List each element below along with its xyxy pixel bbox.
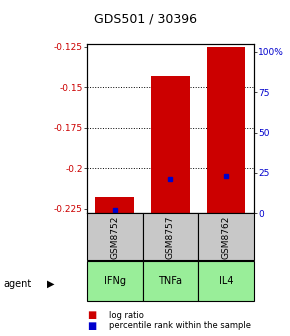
Text: log ratio: log ratio [109, 311, 144, 320]
Text: ■: ■ [87, 321, 96, 331]
Bar [143, 261, 198, 301]
Bar [95, 197, 134, 213]
Bar [143, 213, 198, 260]
Text: TNFa: TNFa [158, 276, 182, 286]
Text: percentile rank within the sample: percentile rank within the sample [109, 322, 251, 330]
Text: GDS501 / 30396: GDS501 / 30396 [93, 13, 197, 26]
Bar [87, 261, 143, 301]
Text: GSM8752: GSM8752 [110, 215, 119, 259]
Bar [198, 213, 254, 260]
Text: ■: ■ [87, 310, 96, 320]
Text: GSM8762: GSM8762 [222, 215, 231, 259]
Bar [151, 76, 190, 213]
Text: IFNg: IFNg [104, 276, 126, 286]
Text: IL4: IL4 [219, 276, 233, 286]
Text: ▶: ▶ [47, 279, 55, 289]
Bar [87, 213, 143, 260]
Bar [198, 261, 254, 301]
Text: GSM8757: GSM8757 [166, 215, 175, 259]
Bar [206, 47, 245, 213]
Text: agent: agent [3, 279, 31, 289]
